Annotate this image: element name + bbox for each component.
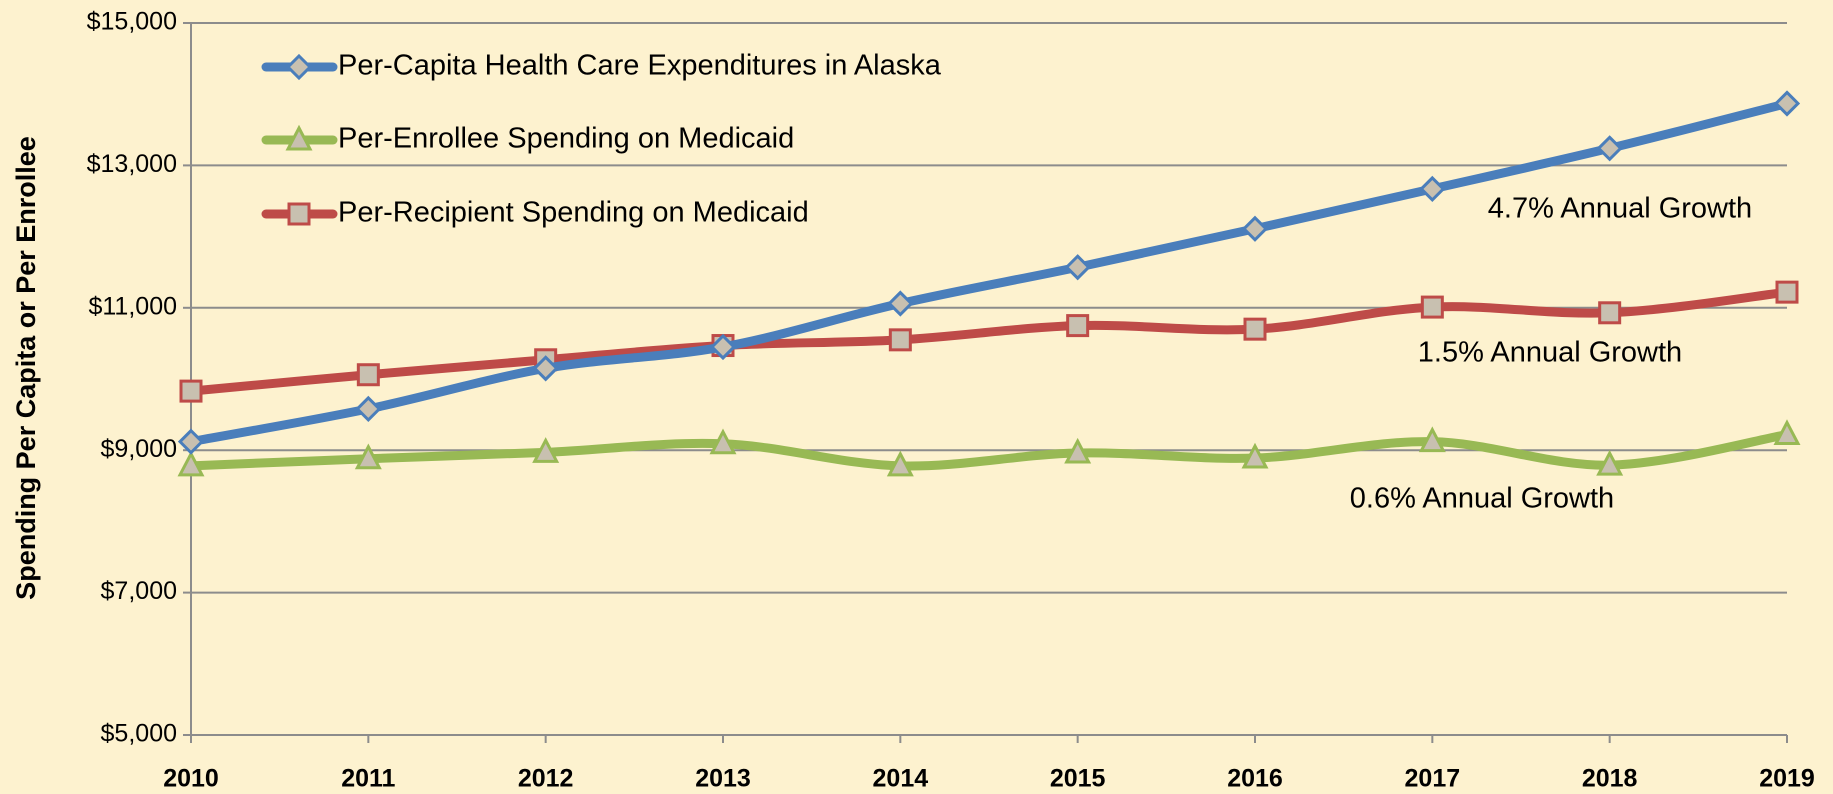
y-tick-label: $7,000 xyxy=(101,577,177,605)
y-tick-label: $9,000 xyxy=(101,435,177,463)
data-marker xyxy=(709,428,737,455)
legend-label: Per-Enrollee Spending on Medicaid xyxy=(338,123,794,155)
x-tick-label: 2018 xyxy=(1582,765,1638,793)
data-marker xyxy=(888,328,912,352)
data-marker xyxy=(177,428,205,455)
data-marker xyxy=(532,355,559,382)
y-tick-label: $13,000 xyxy=(87,150,177,178)
series-line xyxy=(186,430,1792,471)
data-marker xyxy=(1064,437,1092,464)
data-marker xyxy=(179,379,203,403)
legend-marker xyxy=(285,53,313,81)
x-tick-label: 2019 xyxy=(1759,765,1815,793)
data-marker xyxy=(1598,301,1622,325)
data-marker xyxy=(1773,90,1801,117)
annotation: 1.5% Annual Growth xyxy=(1418,337,1682,369)
x-tick-label: 2014 xyxy=(873,765,929,793)
y-tick-label: $5,000 xyxy=(101,720,177,748)
series-line xyxy=(186,287,1792,396)
x-tick-label: 2015 xyxy=(1050,765,1106,793)
annotation: 4.7% Annual Growth xyxy=(1488,193,1752,225)
y-tick-label: $15,000 xyxy=(87,8,177,36)
data-marker xyxy=(1596,449,1624,476)
y-axis-title: Spending Per Capita or Per Enrollee xyxy=(11,136,41,600)
x-tick-label: 2017 xyxy=(1405,765,1461,793)
annotation: 0.6% Annual Growth xyxy=(1350,483,1614,515)
data-marker xyxy=(1243,317,1267,341)
data-marker xyxy=(1420,295,1444,319)
data-marker xyxy=(887,290,914,317)
data-marker xyxy=(356,363,380,387)
data-marker xyxy=(354,443,382,470)
data-marker xyxy=(886,450,914,477)
x-tick-label: 2011 xyxy=(341,765,395,793)
data-marker xyxy=(1775,280,1799,304)
data-marker xyxy=(1241,442,1269,469)
y-tick-label: $11,000 xyxy=(88,292,177,320)
data-marker xyxy=(1064,254,1091,281)
legend-label: Per-Recipient Spending on Medicaid xyxy=(338,197,809,229)
data-marker xyxy=(177,450,205,477)
data-marker xyxy=(1773,419,1801,446)
legend-label: Per-Capita Health Care Expenditures in A… xyxy=(338,50,942,82)
data-marker xyxy=(1241,215,1269,242)
x-tick-label: 2012 xyxy=(518,765,574,793)
legend-marker xyxy=(287,202,311,226)
data-marker xyxy=(1066,314,1090,338)
x-tick-label: 2010 xyxy=(163,765,219,793)
x-tick-label: 2016 xyxy=(1227,765,1283,793)
data-marker xyxy=(355,395,382,423)
data-marker xyxy=(1419,175,1446,203)
data-marker xyxy=(1418,426,1446,453)
data-marker xyxy=(1596,135,1623,162)
data-marker xyxy=(532,437,560,463)
data-marker xyxy=(709,333,737,361)
x-tick-label: 2013 xyxy=(695,765,751,793)
legend-marker xyxy=(285,124,313,151)
series-line xyxy=(186,98,1792,447)
